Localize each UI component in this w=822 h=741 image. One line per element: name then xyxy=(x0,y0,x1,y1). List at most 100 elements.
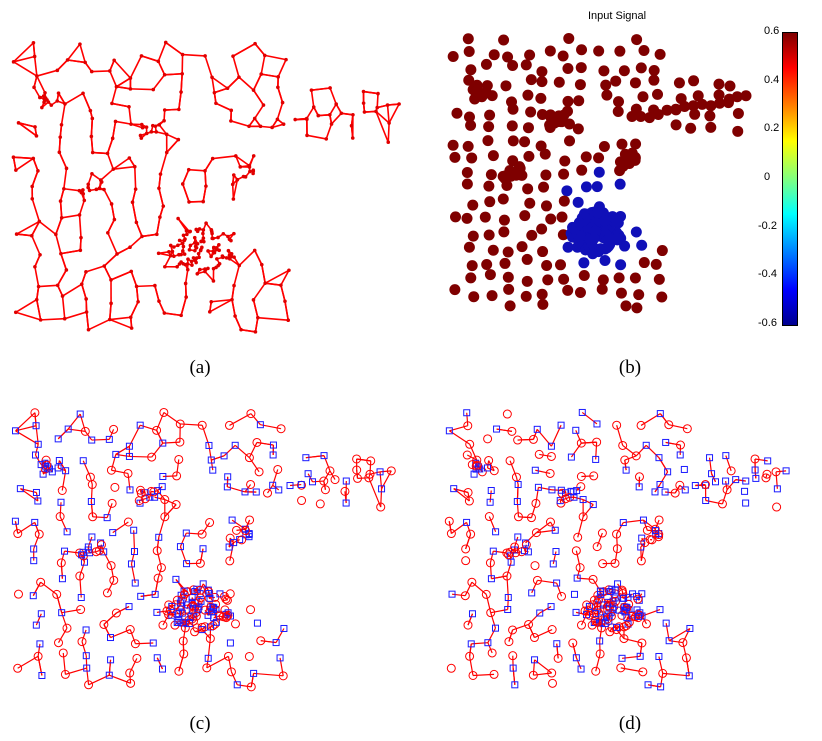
circle-marker xyxy=(772,502,782,512)
graph-edge xyxy=(211,455,225,461)
graph-edge xyxy=(81,641,87,656)
signal-point xyxy=(620,300,632,312)
graph-edge xyxy=(356,458,371,462)
graph-edge xyxy=(128,106,132,125)
circle-marker xyxy=(263,488,273,498)
circle-marker xyxy=(125,668,135,678)
square-marker xyxy=(209,466,217,474)
signal-point xyxy=(636,239,648,251)
graph-node xyxy=(197,227,202,231)
graph-node xyxy=(328,113,332,117)
graph-edge xyxy=(16,233,32,237)
graph-edge xyxy=(641,615,648,625)
graph-edge xyxy=(465,533,472,550)
square-marker xyxy=(448,590,456,598)
circle-marker xyxy=(109,575,119,585)
graph-edge xyxy=(624,459,627,471)
circle-marker xyxy=(618,589,628,599)
circle-marker xyxy=(528,670,538,680)
square-marker xyxy=(82,652,90,660)
square-marker xyxy=(16,485,24,493)
graph-edge xyxy=(163,411,181,425)
graph-edge xyxy=(596,532,603,547)
graph-node xyxy=(162,118,166,123)
signal-point xyxy=(673,77,685,89)
signal-point xyxy=(648,64,660,76)
graph-edge xyxy=(624,455,637,461)
graph-edge xyxy=(257,316,289,322)
signal-point xyxy=(525,106,537,118)
graph-node xyxy=(88,108,93,113)
graph-node xyxy=(14,168,18,172)
graph-node xyxy=(280,100,285,105)
graph-edge xyxy=(363,90,379,95)
graph-edge xyxy=(100,168,114,181)
graph-edge xyxy=(271,123,284,129)
graph-edge xyxy=(64,92,84,105)
graph-node xyxy=(153,124,158,129)
signal-point xyxy=(484,269,496,281)
circle-marker xyxy=(526,513,536,523)
graph-node xyxy=(157,186,161,191)
graph-edge xyxy=(659,413,670,426)
graph-edge xyxy=(57,428,69,440)
graph-edge xyxy=(535,469,551,475)
signal-point xyxy=(536,76,548,88)
graph-edge xyxy=(111,102,130,108)
circle-marker xyxy=(619,602,629,612)
circle-marker xyxy=(152,425,162,435)
graph-edge xyxy=(13,55,35,63)
graph-edge xyxy=(59,188,65,202)
graph-node xyxy=(193,248,197,253)
square-marker xyxy=(491,624,499,632)
square-marker xyxy=(233,681,241,689)
square-marker xyxy=(127,560,135,568)
circle-marker xyxy=(42,460,52,470)
graph-edge xyxy=(35,492,39,502)
circle-marker xyxy=(561,494,571,504)
graph-node xyxy=(185,232,189,237)
graph-edge xyxy=(130,271,138,287)
signal-point xyxy=(540,169,552,181)
signal-point xyxy=(650,258,662,270)
circle-marker xyxy=(197,529,207,539)
graph-node xyxy=(362,110,367,114)
square-marker xyxy=(702,497,710,505)
graph-edge xyxy=(280,269,290,286)
graph-edge xyxy=(111,121,117,139)
square-marker xyxy=(644,681,652,689)
graph-edge xyxy=(151,490,154,493)
circle-marker xyxy=(502,409,512,419)
square-marker xyxy=(245,533,253,541)
graph-node xyxy=(97,186,102,190)
graph-edge xyxy=(110,203,116,220)
graph-edge xyxy=(82,93,92,111)
signal-point xyxy=(580,151,592,163)
graph-edge xyxy=(156,657,164,670)
graph-edge xyxy=(325,123,333,140)
square-marker xyxy=(34,440,42,448)
circle-marker xyxy=(14,589,24,599)
signal-point xyxy=(540,200,552,212)
graph-node xyxy=(144,125,149,129)
square-marker xyxy=(655,652,663,660)
square-marker xyxy=(606,588,614,596)
signal-point xyxy=(559,155,571,167)
graph-edge xyxy=(582,504,594,518)
graph-edge xyxy=(665,441,681,446)
signal-point xyxy=(557,50,569,62)
graph-edge xyxy=(528,612,541,625)
square-marker xyxy=(514,481,522,489)
circle-marker xyxy=(465,439,475,449)
circle-marker xyxy=(513,435,523,445)
square-marker xyxy=(651,488,659,496)
graph-edge xyxy=(55,234,62,254)
square-marker xyxy=(125,603,133,611)
graph-node xyxy=(215,257,219,261)
square-marker xyxy=(489,547,497,555)
circle-marker xyxy=(230,619,240,629)
graph-edge xyxy=(265,282,282,286)
graph-edge xyxy=(109,70,118,88)
square-marker xyxy=(681,486,689,494)
graph-edge xyxy=(96,550,100,553)
